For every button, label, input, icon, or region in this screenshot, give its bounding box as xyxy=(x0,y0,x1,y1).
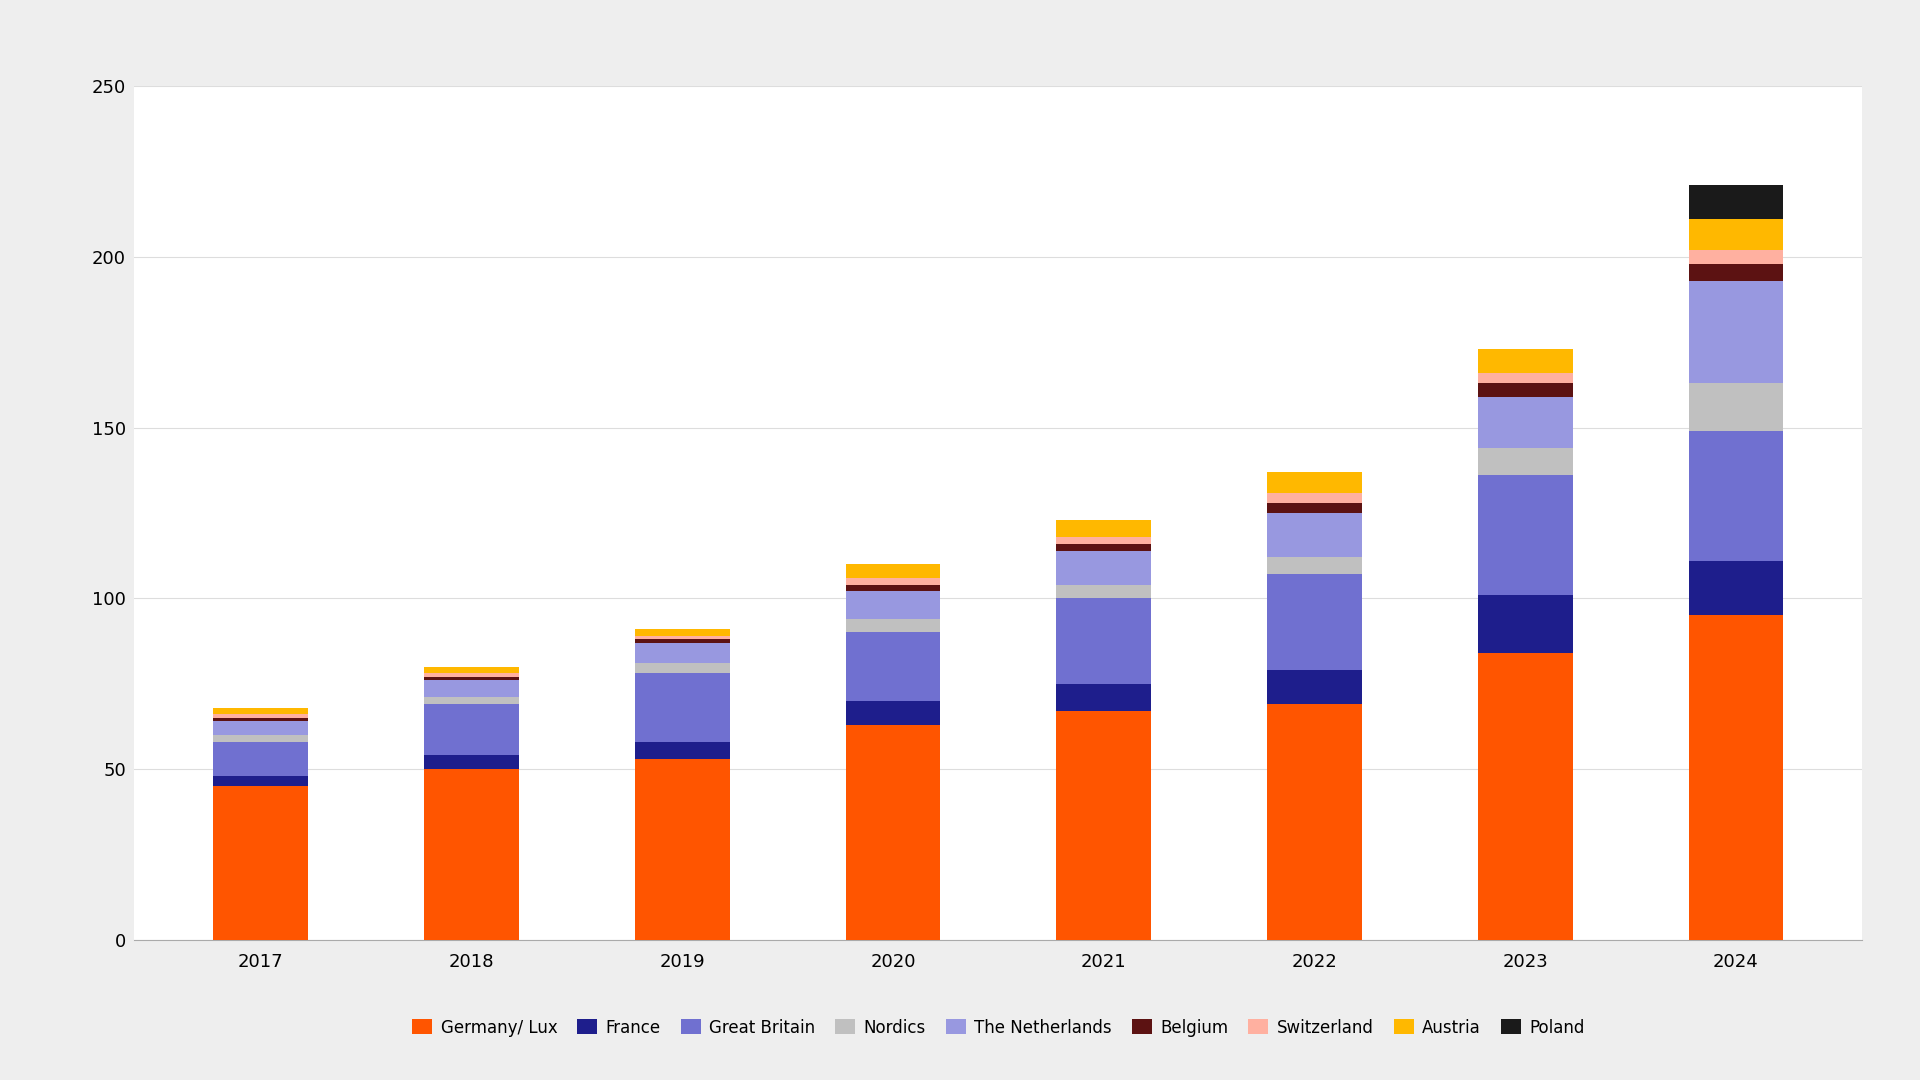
Bar xyxy=(1056,711,1152,940)
Bar xyxy=(1267,575,1361,670)
Bar xyxy=(1688,264,1784,281)
Bar xyxy=(424,680,518,698)
Bar xyxy=(1688,561,1784,616)
Bar xyxy=(1688,186,1784,219)
Bar xyxy=(845,701,941,725)
Bar xyxy=(636,663,730,674)
Bar xyxy=(636,639,730,643)
Bar xyxy=(213,742,309,775)
Bar xyxy=(636,629,730,636)
Bar xyxy=(424,674,518,677)
Bar xyxy=(213,707,309,714)
Bar xyxy=(424,666,518,674)
Bar xyxy=(1478,448,1572,475)
Bar xyxy=(1267,557,1361,575)
Bar xyxy=(1478,383,1572,397)
Bar xyxy=(213,714,309,718)
Bar xyxy=(213,775,309,786)
Bar xyxy=(424,755,518,769)
Bar xyxy=(213,734,309,742)
Bar xyxy=(845,578,941,584)
Bar xyxy=(1688,383,1784,431)
Bar xyxy=(636,643,730,663)
Bar xyxy=(1267,513,1361,557)
Bar xyxy=(1478,397,1572,448)
Bar xyxy=(1267,492,1361,503)
Bar xyxy=(424,698,518,704)
Bar xyxy=(1688,431,1784,561)
Bar xyxy=(845,633,941,701)
Bar xyxy=(1056,584,1152,598)
Bar xyxy=(636,636,730,639)
Bar xyxy=(1688,616,1784,940)
Bar xyxy=(1478,595,1572,653)
Bar xyxy=(1688,219,1784,251)
Bar xyxy=(1478,349,1572,373)
Bar xyxy=(636,759,730,940)
Bar xyxy=(845,592,941,619)
Bar xyxy=(636,742,730,759)
Bar xyxy=(1688,251,1784,264)
Bar xyxy=(1478,475,1572,595)
Bar xyxy=(1478,373,1572,383)
Bar xyxy=(1688,281,1784,383)
Bar xyxy=(1056,551,1152,584)
Legend: Germany/ Lux, France, Great Britain, Nordics, The Netherlands, Belgium, Switzerl: Germany/ Lux, France, Great Britain, Nor… xyxy=(405,1012,1592,1043)
Bar xyxy=(1267,472,1361,492)
Bar xyxy=(1056,684,1152,711)
Bar xyxy=(1267,503,1361,513)
Bar xyxy=(213,721,309,734)
Bar xyxy=(424,769,518,940)
Bar xyxy=(1056,543,1152,551)
Bar xyxy=(845,725,941,940)
Bar xyxy=(424,677,518,680)
Bar xyxy=(1267,704,1361,940)
Bar xyxy=(213,786,309,940)
Bar xyxy=(424,704,518,755)
Bar xyxy=(845,584,941,592)
Bar xyxy=(845,564,941,578)
Bar xyxy=(1056,598,1152,684)
Bar xyxy=(1056,537,1152,543)
Bar xyxy=(213,718,309,721)
Bar xyxy=(636,674,730,742)
Bar xyxy=(845,619,941,633)
Bar xyxy=(1267,670,1361,704)
Bar xyxy=(1478,653,1572,940)
Bar xyxy=(1056,519,1152,537)
